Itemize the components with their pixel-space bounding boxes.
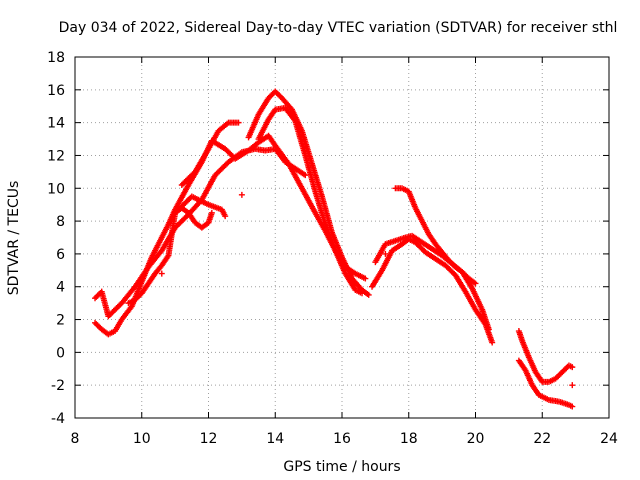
y-tick-label: 10 [47, 181, 65, 197]
y-tick-label: 16 [47, 83, 65, 99]
data-point [569, 364, 576, 371]
y-tick-label: 14 [47, 116, 65, 132]
x-tick-label: 14 [266, 431, 284, 447]
x-tick-label: 10 [133, 431, 151, 447]
y-axis: -4 -2 0 2 4 6 8 10 12 14 16 18 [47, 50, 609, 427]
chart-title: Day 034 of 2022, Sidereal Day-to-day VTE… [59, 20, 618, 36]
x-tick-label: 18 [400, 431, 418, 447]
data-point [235, 119, 242, 126]
outlier-point [382, 250, 389, 257]
data-point [472, 280, 479, 287]
outlier-point [158, 270, 165, 277]
y-tick-label: 6 [56, 247, 65, 263]
y-tick-label: 4 [56, 280, 65, 296]
grid [75, 57, 609, 418]
y-tick-label: -4 [51, 411, 65, 427]
x-axis-label: GPS time / hours [283, 459, 400, 475]
data-point [569, 403, 576, 410]
outlier-point [569, 382, 576, 389]
data-point [365, 291, 372, 298]
y-tick-label: 2 [56, 313, 65, 329]
x-tick-label: 20 [467, 431, 485, 447]
y-tick-label: 8 [56, 214, 65, 230]
data-point [359, 290, 366, 297]
y-axis-label: SDTVAR / TECUs [6, 181, 22, 296]
x-tick-label: 24 [600, 431, 618, 447]
data-point [489, 339, 496, 346]
x-tick-label: 8 [71, 431, 80, 447]
outlier-point [238, 191, 245, 198]
y-tick-label: 18 [47, 50, 65, 66]
data-point [208, 209, 215, 216]
x-tick-label: 22 [533, 431, 551, 447]
y-tick-label: 12 [47, 148, 65, 164]
data-points [92, 88, 576, 410]
data-point [362, 275, 369, 282]
y-tick-label: -2 [51, 378, 65, 394]
x-tick-label: 12 [200, 431, 218, 447]
data-point [485, 326, 492, 333]
data-point [302, 172, 309, 179]
data-point [222, 213, 229, 220]
x-axis: 8 10 12 14 16 18 20 22 24 [71, 57, 618, 447]
y-tick-label: 0 [56, 345, 65, 361]
x-tick-label: 16 [333, 431, 351, 447]
